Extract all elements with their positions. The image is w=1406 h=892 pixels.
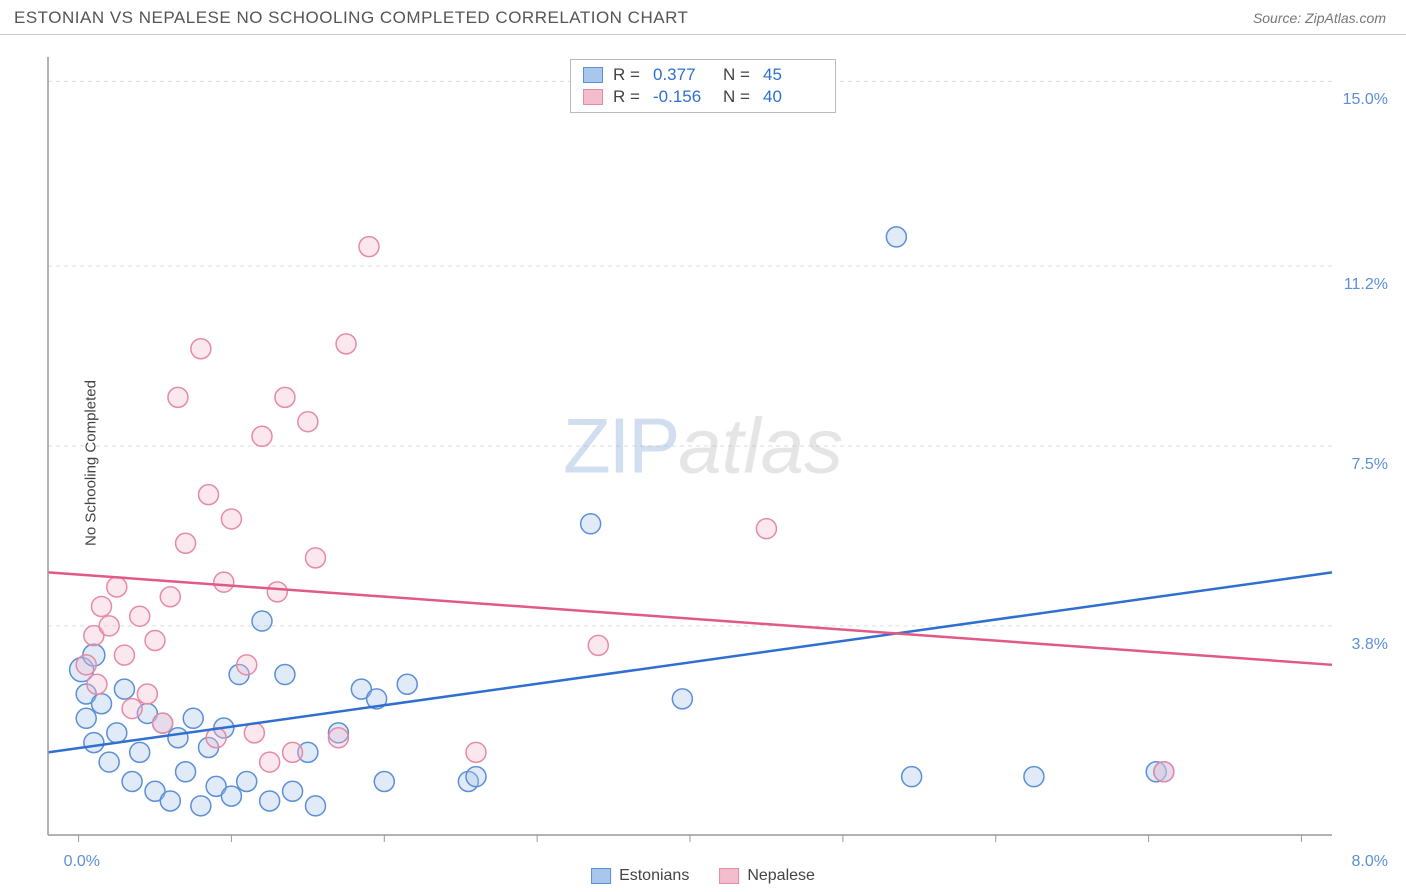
legend-swatch [591,868,611,884]
scatter-point [160,791,180,811]
scatter-point [275,665,295,685]
scatter-point [306,548,326,568]
n-value: 45 [763,65,823,85]
scatter-point [756,519,776,539]
r-label: R = [613,87,643,107]
scatter-point [466,742,486,762]
legend-series-item: Estonians [591,867,689,885]
trend-line [48,572,1332,664]
legend-series-item: Nepalese [719,867,815,885]
scatter-point [114,679,134,699]
scatter-point [183,708,203,728]
legend-series-label: Estonians [619,867,689,885]
scatter-point [191,796,211,816]
scatter-point [1024,767,1044,787]
scatter-point [99,752,119,772]
r-label: R = [613,65,643,85]
scatter-point [130,742,150,762]
scatter-point [122,699,142,719]
x-tick-label-left: 0.0% [64,853,100,871]
y-tick-label: 15.0% [1343,91,1388,109]
scatter-point [260,752,280,772]
scatter-point [359,237,379,257]
scatter-point [581,514,601,534]
scatter-point [244,723,264,743]
scatter-point [168,387,188,407]
scatter-point [76,708,96,728]
legend-series: Estonians Nepalese [591,867,815,885]
chart-title: ESTONIAN VS NEPALESE NO SCHOOLING COMPLE… [14,8,688,28]
scatter-point [76,655,96,675]
scatter-point [87,674,107,694]
scatter-point [283,742,303,762]
x-tick-label-right: 8.0% [1352,853,1388,871]
scatter-point [214,572,234,592]
legend-swatch [583,89,603,105]
scatter-point [902,767,922,787]
scatter-point [130,606,150,626]
scatter-point [397,674,417,694]
scatter-point [336,334,356,354]
n-value: 40 [763,87,823,107]
legend-stat-row: R = -0.156 N = 40 [583,86,823,108]
scatter-point [306,796,326,816]
scatter-point [466,767,486,787]
scatter-point [107,577,127,597]
y-tick-label: 7.5% [1352,456,1388,474]
legend-series-label: Nepalese [747,867,815,885]
scatter-point [886,227,906,247]
scatter-point [153,713,173,733]
scatter-point [114,645,134,665]
scatter-point [168,728,188,748]
scatter-point [122,772,142,792]
legend-stats-box: R = 0.377 N = 45 R = -0.156 N = 40 [570,59,836,113]
scatter-point [199,485,219,505]
scatter-point [267,582,287,602]
scatter-point [252,611,272,631]
scatter-point [221,786,241,806]
r-value: -0.156 [653,87,713,107]
scatter-point [283,781,303,801]
scatter-point [374,772,394,792]
y-tick-label: 3.8% [1352,636,1388,654]
legend-stat-row: R = 0.377 N = 45 [583,64,823,86]
scatter-point [298,412,318,432]
scatter-point [160,587,180,607]
scatter-point [191,339,211,359]
scatter-chart [0,35,1406,891]
scatter-point [237,772,257,792]
y-tick-label: 11.2% [1344,276,1388,294]
scatter-point [221,509,241,529]
r-value: 0.377 [653,65,713,85]
scatter-point [92,694,112,714]
scatter-point [137,684,157,704]
chart-container: No Schooling Completed ZIPatlas R = 0.37… [0,35,1406,891]
scatter-point [176,533,196,553]
scatter-point [260,791,280,811]
n-label: N = [723,87,753,107]
legend-swatch [583,67,603,83]
scatter-point [107,723,127,743]
scatter-point [252,426,272,446]
legend-swatch [719,868,739,884]
scatter-point [328,728,348,748]
header: ESTONIAN VS NEPALESE NO SCHOOLING COMPLE… [0,0,1406,35]
scatter-point [672,689,692,709]
scatter-point [176,762,196,782]
scatter-point [145,631,165,651]
source-attribution: Source: ZipAtlas.com [1253,10,1386,26]
scatter-point [92,596,112,616]
scatter-point [237,655,257,675]
scatter-point [588,635,608,655]
scatter-point [275,387,295,407]
scatter-point [1154,762,1174,782]
n-label: N = [723,65,753,85]
scatter-point [99,616,119,636]
scatter-point [84,733,104,753]
